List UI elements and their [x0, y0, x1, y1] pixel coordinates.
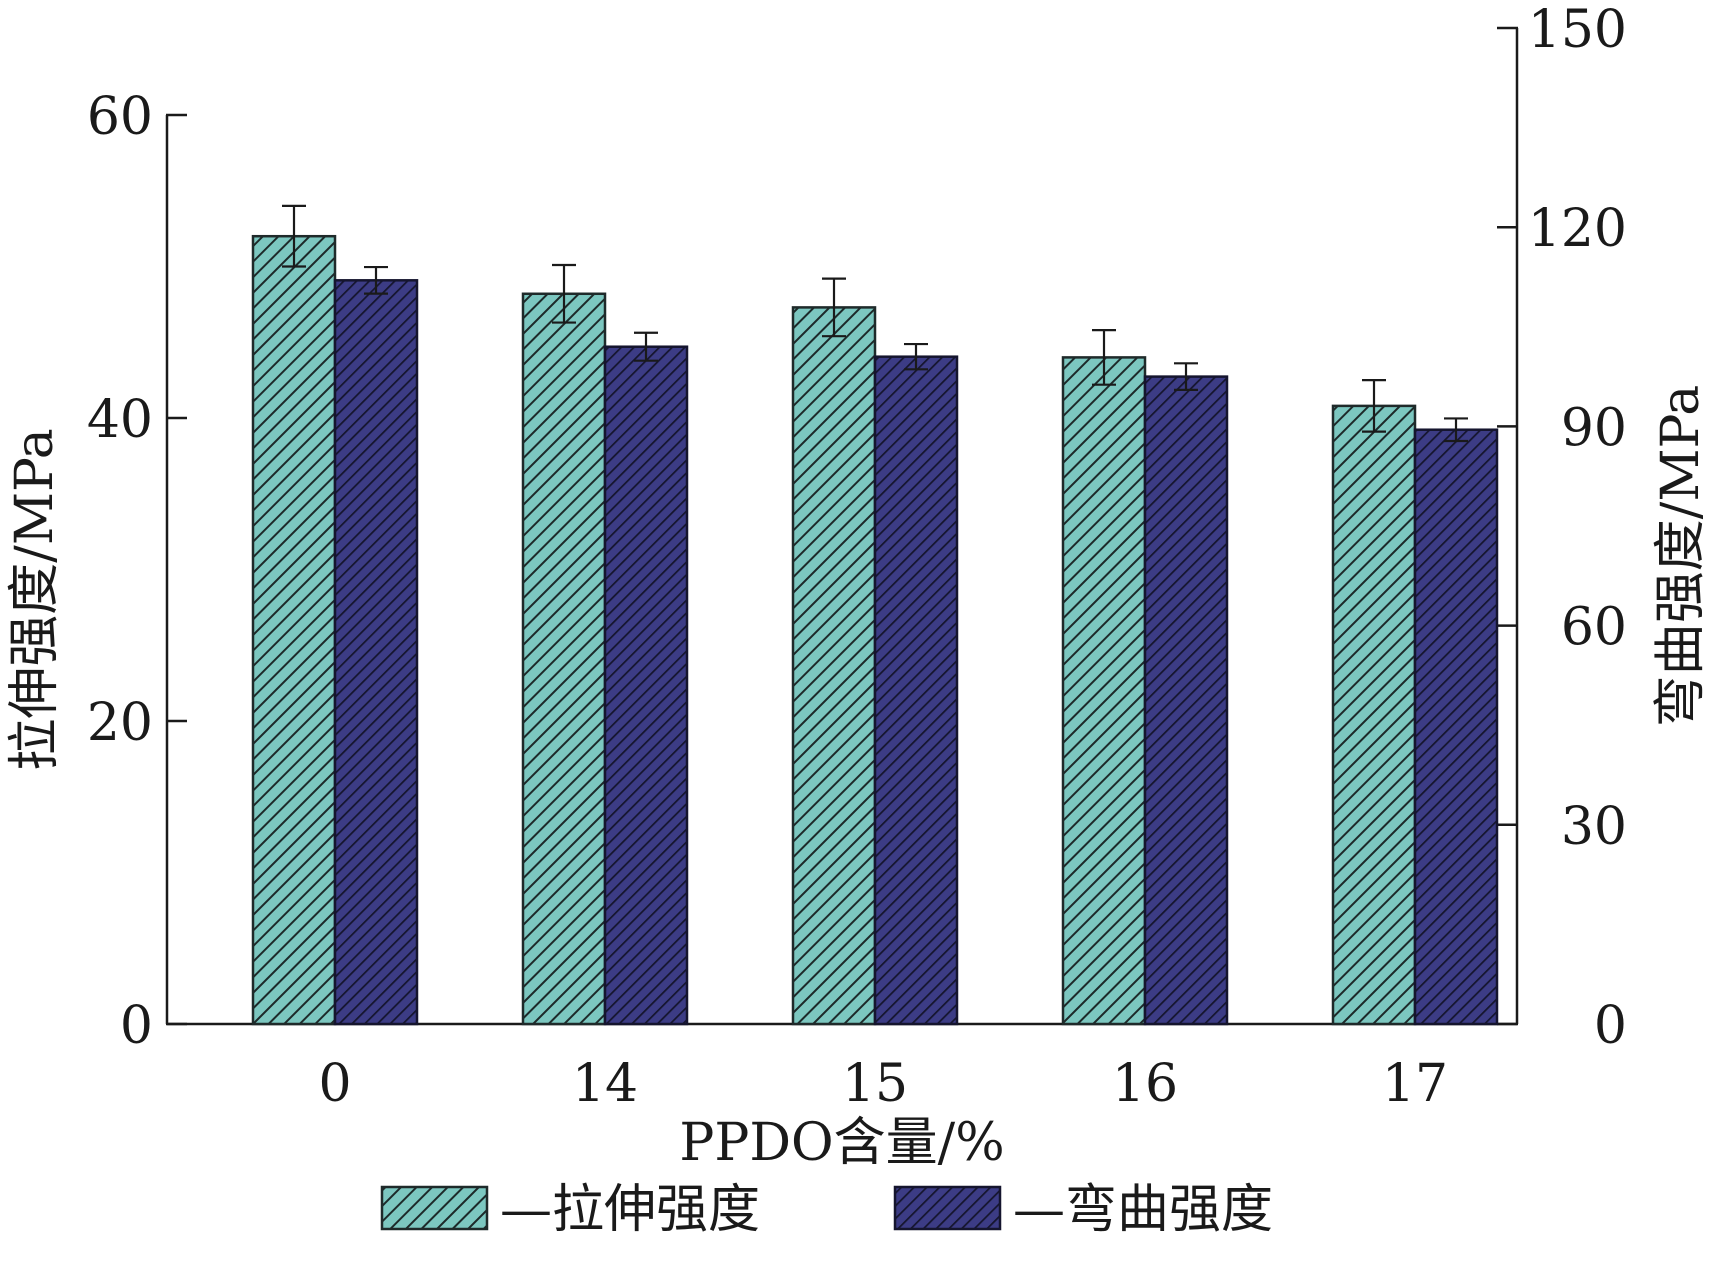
- x-axis-title: PPDO含量/%: [679, 1113, 1004, 1173]
- bar-tensile: [1061, 356, 1147, 1026]
- legend-swatch-flexural: [893, 1185, 1002, 1231]
- bar-flexural: [1413, 428, 1499, 1026]
- x-tick-label: 16: [1112, 1054, 1178, 1114]
- right-y-tick-label: 30: [1561, 797, 1627, 857]
- bar-flexural: [1143, 375, 1229, 1026]
- left-y-tick-label: 40: [87, 390, 153, 450]
- bar-tensile: [521, 292, 607, 1026]
- legend-label-tensile: —拉伸强度: [500, 1180, 760, 1240]
- bar-flexural: [873, 355, 959, 1026]
- right-y-tick-label: 90: [1561, 398, 1627, 458]
- right-y-tick-label: 60: [1561, 598, 1627, 658]
- bar-tensile: [1331, 404, 1417, 1026]
- left-y-tick-label: 60: [87, 87, 153, 147]
- right-y-tick-label: 0: [1594, 996, 1627, 1056]
- bar-flexural: [333, 279, 419, 1026]
- bar-flexural: [603, 345, 689, 1026]
- legend-label-flexural: —弯曲强度: [1013, 1180, 1273, 1240]
- left-y-tick-label: 0: [120, 996, 153, 1056]
- left-y-axis-title: 拉伸强度/MPa: [5, 428, 65, 770]
- right-y-axis-title: 弯曲强度/MPa: [1651, 385, 1711, 727]
- bar-tensile: [791, 306, 877, 1026]
- x-tick-label: 0: [318, 1054, 351, 1114]
- right-y-tick-label: 120: [1528, 199, 1627, 259]
- x-tick-label: 15: [842, 1054, 908, 1114]
- right-y-tick-label: 150: [1528, 0, 1627, 60]
- x-tick-label: 17: [1382, 1054, 1448, 1114]
- legend-swatch-tensile: [380, 1185, 489, 1231]
- bar-tensile: [251, 234, 337, 1026]
- x-tick-label: 14: [572, 1054, 638, 1114]
- left-y-tick-label: 20: [87, 693, 153, 753]
